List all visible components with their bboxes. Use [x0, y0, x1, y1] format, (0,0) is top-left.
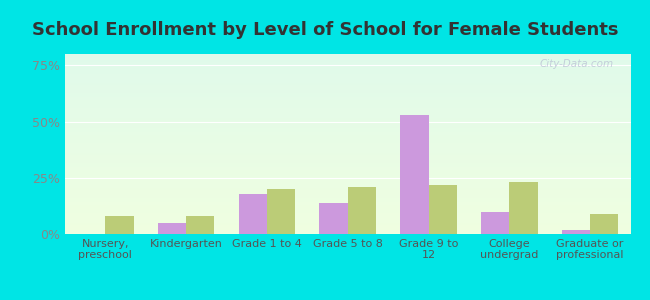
Bar: [158, 223, 186, 234]
Bar: [481, 212, 510, 234]
Bar: [590, 214, 618, 234]
Bar: [428, 184, 457, 234]
Bar: [562, 230, 590, 234]
Bar: [267, 189, 295, 234]
Text: City-Data.com: City-Data.com: [540, 59, 614, 69]
Bar: [348, 187, 376, 234]
Bar: [510, 182, 538, 234]
Bar: [105, 216, 134, 234]
Bar: [186, 216, 214, 234]
Bar: [320, 202, 348, 234]
Bar: [400, 115, 428, 234]
Text: School Enrollment by Level of School for Female Students: School Enrollment by Level of School for…: [32, 21, 618, 39]
Bar: [239, 194, 267, 234]
